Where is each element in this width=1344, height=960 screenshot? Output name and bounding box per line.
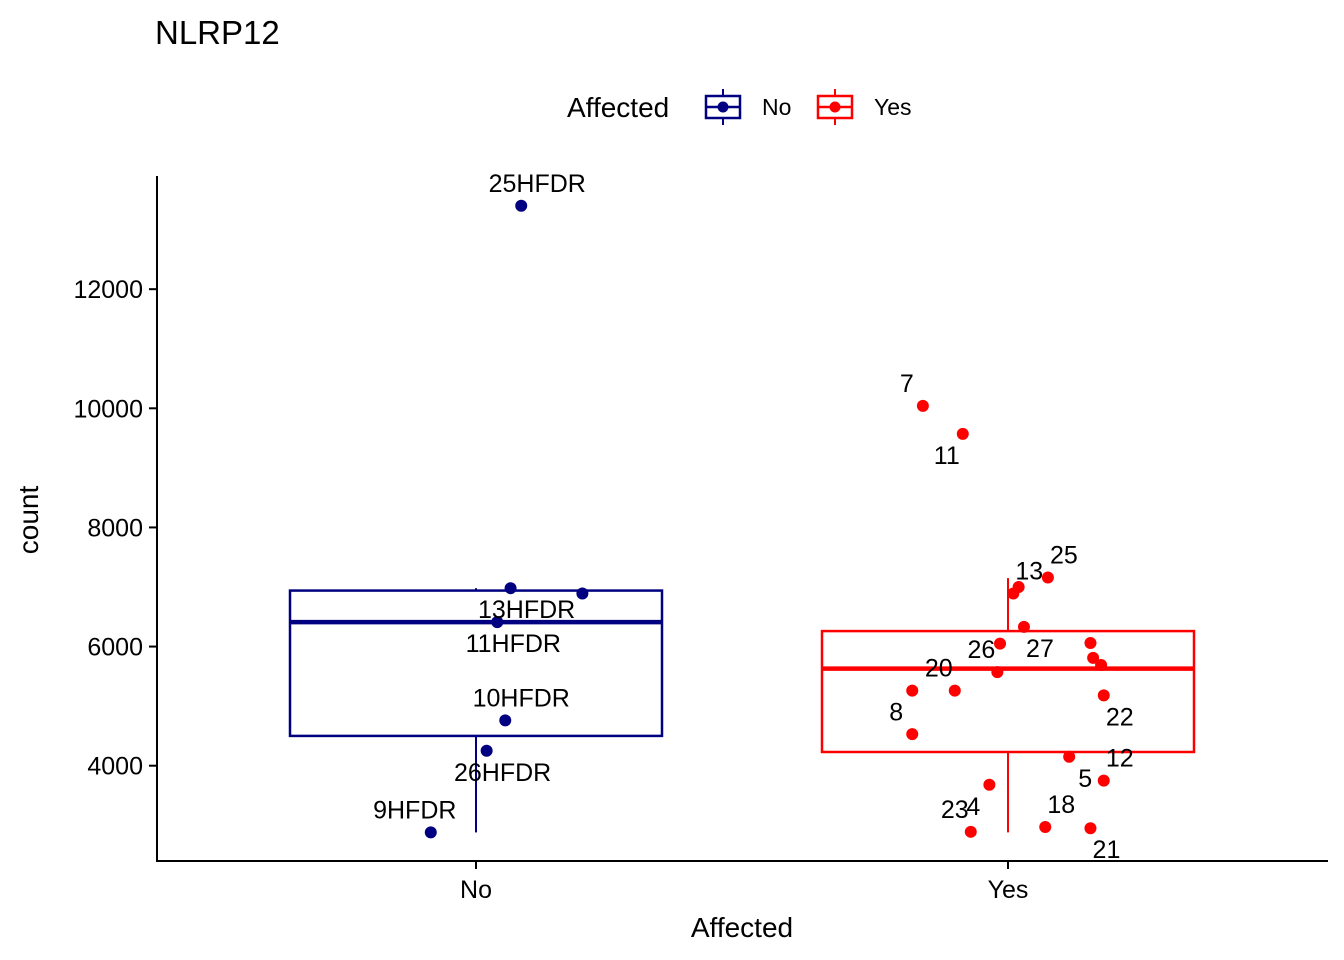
x-axis-title: Affected bbox=[691, 912, 793, 943]
data-point bbox=[1063, 750, 1076, 763]
data-point bbox=[964, 825, 977, 838]
legend-label: No bbox=[762, 94, 791, 120]
data-point bbox=[948, 684, 961, 697]
data-point bbox=[1007, 587, 1020, 600]
point-label: 25HFDR bbox=[489, 170, 586, 198]
point-label: 5 bbox=[1078, 765, 1092, 793]
data-point bbox=[916, 399, 929, 412]
legend: Affected No Yes bbox=[567, 89, 912, 125]
point-label: 11 bbox=[934, 442, 960, 470]
point-label: 10HFDR bbox=[473, 684, 570, 712]
data-point bbox=[499, 714, 512, 727]
data-point bbox=[1039, 821, 1052, 834]
data-point bbox=[515, 199, 528, 212]
point-label: 21 bbox=[1093, 836, 1121, 864]
data-point bbox=[491, 616, 504, 629]
data-point bbox=[994, 637, 1007, 650]
data-point bbox=[1084, 636, 1097, 649]
data-point bbox=[504, 582, 517, 595]
point-label: 11HFDR bbox=[466, 630, 561, 658]
point-label: 12 bbox=[1106, 745, 1134, 773]
point-label: 13 bbox=[1015, 558, 1043, 586]
data-point bbox=[1084, 822, 1097, 835]
data-point bbox=[1017, 620, 1030, 633]
data-point bbox=[1097, 689, 1110, 702]
point-label: 22 bbox=[1106, 703, 1134, 731]
data-point bbox=[906, 684, 919, 697]
legend-title: Affected bbox=[567, 92, 669, 123]
point-label: 25 bbox=[1050, 541, 1078, 569]
point-label: 20 bbox=[925, 655, 953, 683]
data-point bbox=[956, 427, 969, 440]
data-point bbox=[1087, 651, 1100, 664]
point-label: 4 bbox=[966, 793, 980, 821]
y-tick-label: 12000 bbox=[73, 276, 143, 304]
point-label: 7 bbox=[900, 370, 914, 398]
data-point bbox=[906, 728, 919, 741]
data-point bbox=[1095, 659, 1108, 672]
y-tick-label: 6000 bbox=[87, 634, 143, 662]
y-tick-label: 8000 bbox=[87, 514, 143, 542]
legend-item-no: No bbox=[704, 89, 791, 125]
data-point bbox=[1041, 571, 1054, 584]
point-label: 27 bbox=[1026, 635, 1054, 663]
point-label: 23 bbox=[941, 796, 969, 824]
chart-title: NLRP12 bbox=[155, 14, 280, 51]
data-point bbox=[576, 587, 589, 600]
y-tick-label: 4000 bbox=[87, 753, 143, 781]
point-label: 26 bbox=[967, 636, 995, 664]
point-label: 13HFDR bbox=[478, 596, 575, 624]
data-point bbox=[480, 744, 493, 757]
data-point bbox=[424, 826, 437, 839]
legend-label: Yes bbox=[874, 94, 912, 120]
y-axis-title: count bbox=[13, 486, 44, 555]
data-point bbox=[983, 778, 996, 791]
point-label: 26HFDR bbox=[454, 759, 551, 787]
point-label: 8 bbox=[889, 699, 903, 727]
point-label: 9HFDR bbox=[373, 796, 456, 824]
y-tick-label: 10000 bbox=[73, 395, 143, 423]
box-yes bbox=[820, 629, 1196, 754]
data-point bbox=[991, 666, 1004, 679]
plot-area: 25HFDR 13HFDR 11HFDR 10HFDR 26HFDR 9HFDR 7 11 25… bbox=[73, 170, 1328, 904]
x-tick-label: No bbox=[460, 876, 492, 904]
point-label: 18 bbox=[1047, 791, 1075, 819]
data-point bbox=[1097, 774, 1110, 787]
box-no bbox=[288, 589, 664, 738]
x-tick-label: Yes bbox=[988, 876, 1029, 904]
legend-item-yes: Yes bbox=[816, 89, 912, 125]
